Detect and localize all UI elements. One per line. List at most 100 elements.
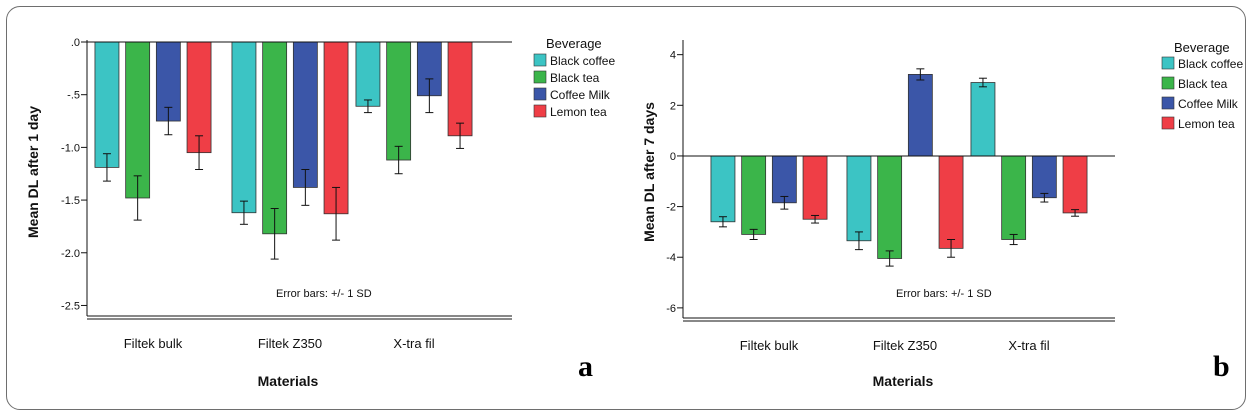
- chart-b-y-axis-title: Mean DL after 7 days: [641, 102, 657, 242]
- chart-b-errorbar-0-3: [811, 214, 820, 224]
- chart-b-x-tick-label-0: Filtek bulk: [740, 338, 799, 353]
- chart-a-legend-item-1: Black tea: [533, 70, 600, 85]
- chart-b-bar-1-2: [907, 74, 933, 157]
- chart-a-errorbar-0-2: [164, 106, 173, 136]
- chart-a-legend-label-2: Coffee Milk: [550, 88, 611, 102]
- chart-b-legend-title: Beverage: [1174, 40, 1230, 55]
- chart-a-plot: Filtek bulk Filtek Z350 X-tra fil .0 -.5 -1.0…: [61, 37, 512, 351]
- chart-a-panel-label: a: [578, 350, 593, 383]
- chart-a-errorbar-2-1: [394, 145, 403, 175]
- chart-b-errorbar-2-2: [1040, 192, 1049, 203]
- chart-a-errorbar-2-0: [363, 99, 372, 114]
- chart-b-legend-items: Black coffee Black tea Coffee Milk Lemon te…: [1161, 56, 1243, 131]
- chart-a-x-tick-label-2: X-tra fil: [393, 336, 434, 351]
- chart-a-legend: Beverage Black coffee Black tea Coffee Mil…: [533, 36, 615, 119]
- chart-b-bar-0-2: [771, 155, 797, 204]
- chart-a-legend-swatch-0: [533, 53, 547, 67]
- chart-b-legend-swatch-1: [1161, 76, 1175, 90]
- chart-b-bars: [710, 68, 1088, 267]
- chart-b-axes: Filtek bulk Filtek Z350 X-tra fil 4 2 0 -2 -4 -6: [666, 40, 1115, 353]
- chart-a-y-tick-label-4: -2.0: [61, 248, 80, 260]
- chart-a-x-tick-label-1: Filtek Z350: [258, 336, 322, 351]
- chart-a-errorbar-0-3: [195, 135, 204, 171]
- chart-a-errorbar-0-0: [102, 153, 111, 182]
- chart-a-y-tick-label-5: -2.5: [61, 300, 80, 312]
- chart-b-bar-2-0: [970, 82, 996, 157]
- chart-a-y-axis-title: Mean DL after 1 day: [25, 106, 41, 238]
- chart-b-errorbar-2-3: [1071, 209, 1080, 217]
- chart-b-errorbar-2-0: [978, 77, 987, 88]
- chart-a-legend-label-0: Black coffee: [550, 54, 615, 68]
- chart-a-legend-swatch-1: [533, 70, 547, 84]
- chart-a-legend-title: Beverage: [546, 36, 602, 51]
- chart-a-legend-item-3: Lemon tea: [533, 104, 607, 119]
- figure-frame: [6, 6, 1246, 410]
- chart-a: Filtek bulk Filtek Z350 X-tra fil .0 -.5 -1.0…: [25, 36, 615, 389]
- chart-b-x-axis-title: Materials: [873, 373, 934, 389]
- chart-b-legend-swatch-2: [1161, 96, 1175, 110]
- chart-b-errorbar-1-2: [916, 68, 925, 81]
- chart-a-bar-1-2: [292, 41, 318, 188]
- chart-a-x-axis-title: Materials: [258, 373, 319, 389]
- chart-b-x-tick-label-1: Filtek Z350: [873, 338, 937, 353]
- chart-b-bar-2-2: [1031, 155, 1057, 199]
- chart-a-bar-2-1: [386, 41, 412, 161]
- chart-a-bar-0-0: [94, 41, 120, 168]
- chart-b-legend-label-3: Lemon tea: [1178, 117, 1235, 131]
- chart-b-plot: Filtek bulk Filtek Z350 X-tra fil 4 2 0 -2 -4 -6: [666, 40, 1115, 353]
- chart-a-legend-item-0: Black coffee: [533, 53, 615, 68]
- chart-a-bar-1-1: [262, 41, 288, 235]
- chart-b-legend: Beverage Black coffee Black tea Coffee Mil…: [1161, 40, 1243, 131]
- chart-a-errorbar-1-0: [239, 200, 248, 225]
- chart-a-y-tick-label-0: .0: [71, 37, 80, 49]
- chart-b-y-tick-label-5: -6: [666, 303, 676, 315]
- chart-a-legend-item-2: Coffee Milk: [533, 87, 611, 102]
- chart-b-errorbar-1-3: [947, 239, 956, 258]
- chart-b-bar-1-1: [877, 155, 903, 259]
- chart-a-y-tick-label-2: -1.0: [61, 142, 80, 154]
- chart-b-x-tick-label-2: X-tra fil: [1008, 338, 1049, 353]
- chart-b-legend-item-1: Black tea: [1161, 76, 1228, 91]
- chart-b-legend-item-2: Coffee Milk: [1161, 96, 1239, 111]
- chart-a-legend-items: Black coffee Black tea Coffee Milk Lemon te…: [533, 53, 615, 119]
- chart-a-bar-1-0: [231, 41, 257, 214]
- chart-a-errorbar-1-3: [332, 186, 341, 241]
- chart-b-bar-0-3: [802, 155, 828, 220]
- chart-a-bar-2-3: [447, 41, 473, 137]
- chart-b-legend-swatch-3: [1161, 116, 1175, 130]
- chart-b-bar-1-0: [846, 155, 872, 242]
- chart-a-legend-swatch-2: [533, 87, 547, 101]
- chart-b-legend-label-1: Black tea: [1178, 77, 1228, 91]
- chart-b-y-tick-label-0: 4: [670, 50, 676, 62]
- chart-a-bar-2-0: [355, 41, 381, 107]
- chart-a-errorbar-2-2: [425, 78, 434, 114]
- chart-b-errorbar-0-2: [780, 195, 789, 210]
- chart-a-y-tick-label-1: -.5: [67, 90, 80, 102]
- chart-a-annotation: Error bars: +/- 1 SD: [276, 288, 372, 300]
- chart-b-bar-0-0: [710, 155, 736, 223]
- chart-b-y-tick-label-4: -4: [666, 252, 676, 264]
- chart-b-legend-label-2: Coffee Milk: [1178, 97, 1239, 111]
- chart-a-bar-0-1: [125, 41, 151, 199]
- chart-b-errorbar-1-1: [885, 250, 894, 267]
- chart-b-annotation: Error bars: +/- 1 SD: [896, 288, 992, 300]
- chart-a-errorbar-0-1: [133, 175, 142, 221]
- chart-a-y-tick-label-3: -1.5: [61, 195, 80, 207]
- chart-b-errorbar-1-0: [854, 231, 863, 251]
- chart-a-bars: [94, 41, 473, 260]
- chart-b-legend-label-0: Black coffee: [1178, 57, 1243, 71]
- chart-a-errorbar-1-2: [301, 169, 310, 206]
- chart-b-y-tick-label-2: 0: [670, 151, 676, 163]
- chart-b-panel-label: b: [1213, 350, 1230, 383]
- chart-a-errorbar-2-3: [456, 122, 465, 149]
- chart-a-errorbar-1-1: [270, 208, 279, 260]
- chart-b-errorbar-0-0: [718, 216, 727, 228]
- chart-b-y-tick-label-1: 2: [670, 100, 676, 112]
- chart-b-bar-2-1: [1001, 155, 1027, 240]
- chart-a-axes: Filtek bulk Filtek Z350 X-tra fil .0 -.5 -1.0…: [61, 37, 512, 351]
- chart-a-legend-swatch-3: [533, 104, 547, 118]
- chart-a-x-tick-label-0: Filtek bulk: [124, 336, 183, 351]
- chart-b-bar-2-3: [1062, 155, 1088, 214]
- chart-b-legend-item-0: Black coffee: [1161, 56, 1243, 71]
